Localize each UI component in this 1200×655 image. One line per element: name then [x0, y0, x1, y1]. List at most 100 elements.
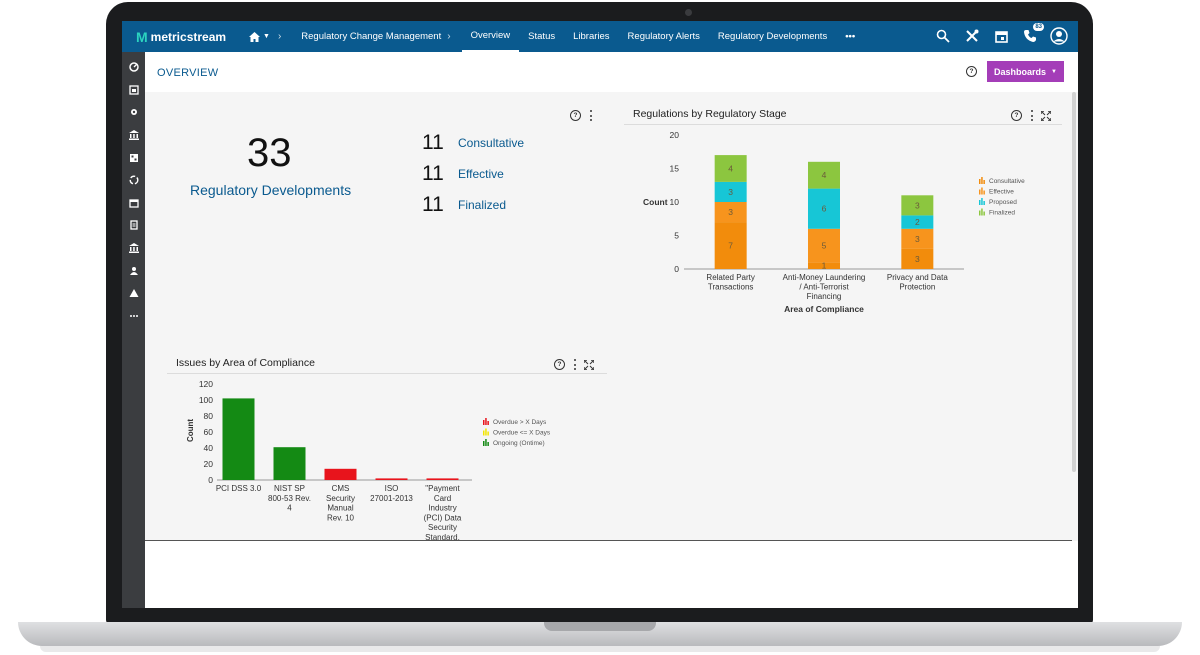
y-tick-label: 60 [204, 427, 214, 437]
stat-row-consultative: 11 Consultative [422, 131, 524, 155]
home-icon [249, 31, 260, 42]
search-icon [936, 29, 950, 43]
data-label: 5 [822, 241, 827, 251]
stat-value: 11 [422, 131, 444, 154]
kebab-menu-icon[interactable] [589, 110, 592, 121]
data-label: 3 [915, 234, 920, 244]
help-icon[interactable]: ? [554, 359, 565, 370]
issues-chart-tools: ? [554, 359, 594, 370]
sidebar-document-icon[interactable] [122, 214, 145, 237]
nav-more[interactable]: ••• [836, 21, 864, 52]
calendar-button[interactable] [992, 27, 1010, 45]
legend-swatch [487, 431, 489, 436]
caret-down-icon: ▼ [263, 33, 270, 40]
sidebar-calendar-icon[interactable] [122, 192, 145, 215]
legend-swatch [483, 420, 485, 425]
x-axis-label: Area of Compliance [784, 304, 864, 314]
chart-divider [167, 373, 607, 374]
phone-icon [1024, 30, 1036, 42]
sidebar-settings-icon[interactable] [122, 101, 145, 124]
data-label: 1 [822, 261, 827, 271]
stat-label[interactable]: Consultative [458, 136, 525, 150]
legend-swatch [981, 198, 983, 205]
nav-libraries[interactable]: Libraries [564, 21, 618, 52]
data-label: 2 [915, 217, 920, 227]
sidebar-sync-icon[interactable] [122, 169, 145, 192]
legend-label: Effective [989, 189, 1014, 196]
bar-segment [714, 202, 747, 223]
dashboards-label: Dashboards [994, 66, 1047, 77]
left-sidebar [122, 52, 145, 608]
top-icons: 83 [934, 23, 1068, 45]
bar-segment [714, 222, 747, 269]
help-icon[interactable]: ? [966, 66, 977, 77]
stage-chart-tools: ? [1011, 110, 1051, 121]
legend-swatch [983, 180, 985, 184]
bar-segment [901, 228, 934, 249]
x-tick-label: (PCI) Data [424, 513, 462, 522]
legend-swatch [485, 418, 487, 425]
logo[interactable]: M metricstream [136, 29, 226, 45]
bar [324, 468, 357, 480]
stat-label[interactable]: Finalized [458, 198, 507, 212]
legend-swatch [483, 441, 485, 446]
home-menu[interactable]: ▼ › [240, 21, 292, 52]
page-header: OVERVIEW ? Dashboards ▼ [145, 52, 1078, 92]
total-label[interactable]: Regulatory Developments [190, 182, 352, 198]
sidebar-warning-icon[interactable] [122, 282, 145, 305]
expand-icon[interactable] [584, 359, 594, 370]
tools-button[interactable] [963, 27, 981, 45]
notifications-button[interactable]: 83 [1021, 23, 1044, 45]
sidebar-bank-icon[interactable] [122, 124, 145, 147]
user-menu[interactable] [1050, 27, 1068, 45]
legend-swatch [981, 177, 983, 184]
sidebar-users-icon[interactable] [122, 259, 145, 282]
sidebar-reports-icon[interactable] [122, 79, 145, 102]
logo-text: metricstream [150, 30, 227, 44]
x-tick-label: Financing [807, 292, 842, 301]
page-title: OVERVIEW [157, 67, 219, 79]
x-tick-label: PCI DSS 3.0 [216, 484, 262, 493]
laptop-shadow [40, 646, 1160, 652]
help-icon[interactable]: ? [570, 110, 581, 121]
laptop-notch [544, 622, 656, 631]
stat-label[interactable]: Effective [458, 167, 504, 181]
x-tick-label: / Anti-Terrorist [799, 283, 849, 292]
user-avatar-icon [1050, 27, 1068, 45]
nav-overview[interactable]: Overview [461, 21, 520, 52]
sidebar-dashboard-icon[interactable] [122, 56, 145, 79]
bar-segment [808, 188, 840, 229]
chart-divider [624, 124, 1062, 125]
legend-swatch [487, 442, 489, 446]
sidebar-grid-icon[interactable] [122, 146, 145, 169]
top-navbar: M metricstream ▼ › Regulatory Change Man… [122, 21, 1078, 52]
data-label: 4 [822, 170, 827, 180]
sidebar-more-icon[interactable] [122, 305, 145, 328]
nav-status[interactable]: Status [519, 21, 564, 52]
x-tick-label: Rev. 10 [327, 513, 355, 522]
kebab-menu-icon[interactable] [573, 359, 576, 370]
legend-swatch [487, 421, 489, 425]
legend-swatch [979, 189, 981, 195]
bar-segment [714, 181, 747, 202]
nav-regulatory-developments[interactable]: Regulatory Developments [709, 21, 836, 52]
expand-icon[interactable] [1041, 110, 1051, 121]
nav-label: Libraries [573, 31, 610, 42]
dashboards-button[interactable]: Dashboards ▼ [987, 61, 1064, 82]
help-icon[interactable]: ? [1011, 110, 1022, 121]
divider [145, 540, 1072, 541]
nav-label: Overview [470, 30, 511, 41]
y-axis-label: Count [643, 197, 668, 207]
chart-title: Regulations by Regulatory Stage [633, 108, 787, 120]
legend-swatch [485, 439, 487, 446]
kebab-menu-icon[interactable] [1030, 110, 1033, 121]
x-tick-label: Standard, [425, 533, 460, 540]
sidebar-institution-icon[interactable] [122, 237, 145, 260]
nav-regulatory-alerts[interactable]: Regulatory Alerts [619, 21, 709, 52]
search-button[interactable] [934, 27, 952, 45]
nav-regulatory-change-management[interactable]: Regulatory Change Management › [292, 21, 461, 52]
scrollbar[interactable] [1072, 92, 1076, 472]
summary-panel-tools: ? [570, 110, 592, 121]
legend-label: Consultative [989, 178, 1025, 185]
